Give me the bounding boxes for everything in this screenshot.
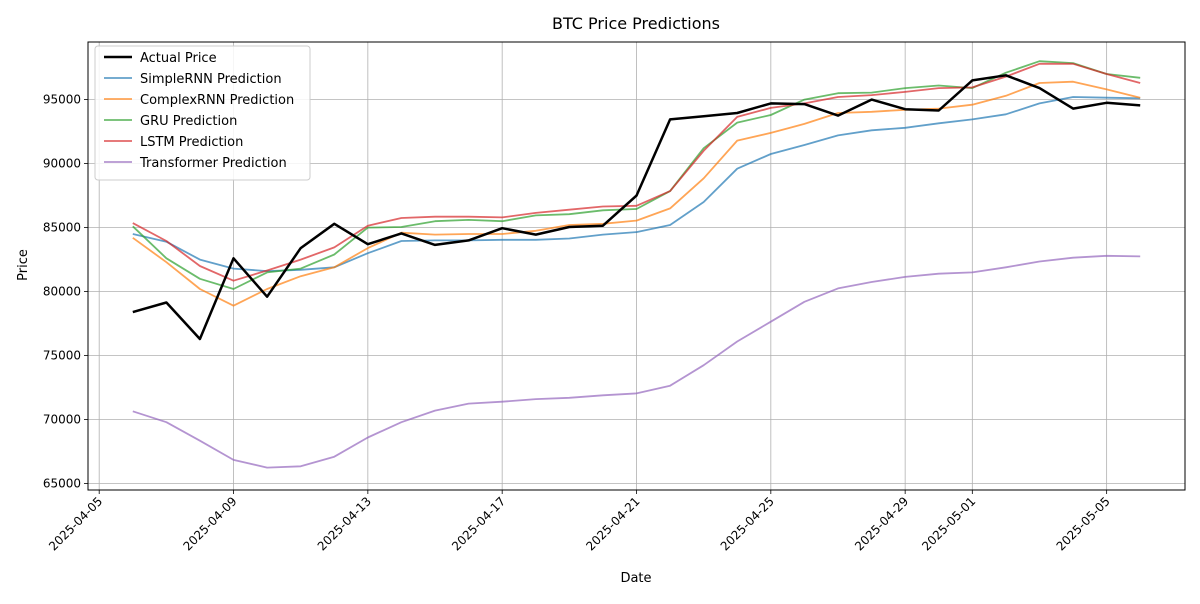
y-tick-label: 65000 xyxy=(43,477,81,491)
x-tick-label: 2025-05-05 xyxy=(1054,494,1113,553)
y-axis-ticks: 65000 70000 75000 80000 85000 90000 95000 xyxy=(43,93,88,491)
x-tick-label: 2025-04-29 xyxy=(852,494,911,553)
legend-entry-label: Actual Price xyxy=(140,51,217,66)
legend-entry-label: ComplexRNN Prediction xyxy=(140,93,294,108)
series-line-lstm-prediction xyxy=(132,62,1141,282)
legend: Actual Price SimpleRNN Prediction ComplexR… xyxy=(94,45,311,181)
x-tick-label: 2025-04-05 xyxy=(46,494,105,553)
x-axis-ticks: 2025-04-05 2025-04-09 2025-04-13 2025-04-17… xyxy=(46,490,1113,553)
x-tick-label: 2025-04-09 xyxy=(180,494,239,553)
series-layer xyxy=(132,60,1141,469)
x-tick-label: 2025-04-21 xyxy=(583,494,642,553)
series-line-complexrnn-prediction xyxy=(132,80,1141,307)
y-tick-label: 80000 xyxy=(43,285,81,299)
chart-title: BTC Price Predictions xyxy=(552,14,720,33)
y-axis-label: Price xyxy=(16,249,31,281)
series-line-simplernn-prediction xyxy=(132,96,1141,273)
x-axis-label: Date xyxy=(620,571,651,586)
x-tick-label: 2025-04-25 xyxy=(718,494,777,553)
series-line-transformer-prediction xyxy=(132,254,1141,469)
legend-entry-label: GRU Prediction xyxy=(140,114,237,129)
series-line-actual-price xyxy=(132,74,1141,341)
x-tick-label: 2025-04-17 xyxy=(449,494,508,553)
legend-entry-label: LSTM Prediction xyxy=(140,135,243,150)
y-tick-label: 70000 xyxy=(43,413,81,427)
legend-box xyxy=(94,45,311,181)
x-tick-label: 2025-04-13 xyxy=(315,494,374,553)
legend-entry-label: Transformer Prediction xyxy=(139,156,287,171)
x-tick-label: 2025-05-01 xyxy=(919,494,978,553)
y-tick-label: 75000 xyxy=(43,349,81,363)
grid-layer xyxy=(88,42,1185,490)
y-tick-label: 85000 xyxy=(43,221,81,235)
y-tick-label: 90000 xyxy=(43,157,81,171)
legend-entry-label: SimpleRNN Prediction xyxy=(140,72,282,87)
y-tick-label: 95000 xyxy=(43,93,81,107)
